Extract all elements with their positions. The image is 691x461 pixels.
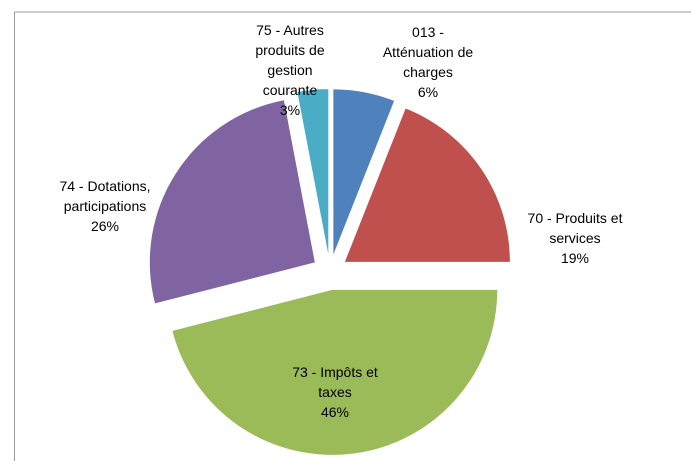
slice-label: 73 - Impôts et taxes 46%: [279, 362, 391, 422]
slice-percent: 26%: [90, 218, 120, 234]
slice-percent: 3%: [279, 102, 301, 118]
slice-label: 75 - Autres produits de gestion courante…: [247, 20, 333, 120]
slice-label: 74 - Dotations, participations 26%: [49, 176, 161, 236]
pie-slice: [333, 89, 395, 255]
slice-name: 75 - Autres produits de gestion courante: [255, 22, 325, 98]
slice-label: 013 - Atténuation de charges 6%: [377, 22, 479, 102]
slice-name: 74 - Dotations, participations: [59, 178, 151, 214]
slice-label: 70 - Produits et services 19%: [514, 208, 636, 268]
slice-name: 73 - Impôts et taxes: [292, 364, 378, 400]
slice-name: 70 - Produits et services: [527, 210, 623, 246]
pie-slice: [149, 100, 315, 304]
slice-name: 013 - Atténuation de charges: [382, 24, 474, 80]
slice-percent: 46%: [320, 404, 350, 420]
slice-percent: 6%: [417, 84, 439, 100]
pie-slice: [297, 89, 329, 255]
slice-percent: 19%: [560, 250, 590, 266]
pie-slice: [344, 108, 510, 262]
pie-slice: [172, 289, 498, 455]
